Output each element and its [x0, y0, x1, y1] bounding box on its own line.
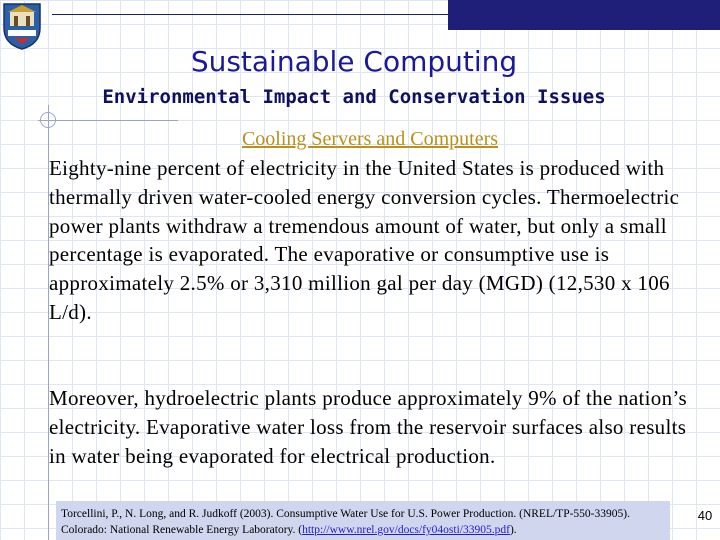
slide-subtitle: Environmental Impact and Conservation Is…	[102, 86, 606, 108]
citation-suffix: ).	[509, 524, 517, 536]
university-crest-icon	[3, 3, 41, 50]
citation-box	[56, 501, 670, 540]
left-rule-horizontal	[38, 120, 178, 121]
slide-title: Sustainable Computing	[190, 45, 518, 78]
section-heading: Cooling Servers and Computers	[241, 128, 499, 150]
citation-prefix: Colorado: National Renewable Energy Labo…	[61, 524, 303, 536]
page-number: 40	[697, 508, 713, 523]
citation-line-2: Colorado: National Renewable Energy Labo…	[61, 522, 681, 538]
rule-ring-ornament	[40, 112, 56, 128]
top-accent-bar	[448, 0, 720, 30]
body-paragraph: Moreover, hydroelectric plants produce a…	[49, 386, 688, 468]
citation: Torcellini, P., N. Long, and R. Judkoff …	[61, 506, 681, 538]
left-rule-vertical	[48, 105, 49, 540]
top-rule	[52, 14, 720, 15]
citation-link[interactable]: http://www.nrel.gov/docs/fy04osti/33905.…	[302, 524, 510, 536]
citation-line-1: Torcellini, P., N. Long, and R. Judkoff …	[61, 508, 630, 520]
body-paragraph: Eighty-nine percent of electricity in th…	[49, 156, 680, 324]
